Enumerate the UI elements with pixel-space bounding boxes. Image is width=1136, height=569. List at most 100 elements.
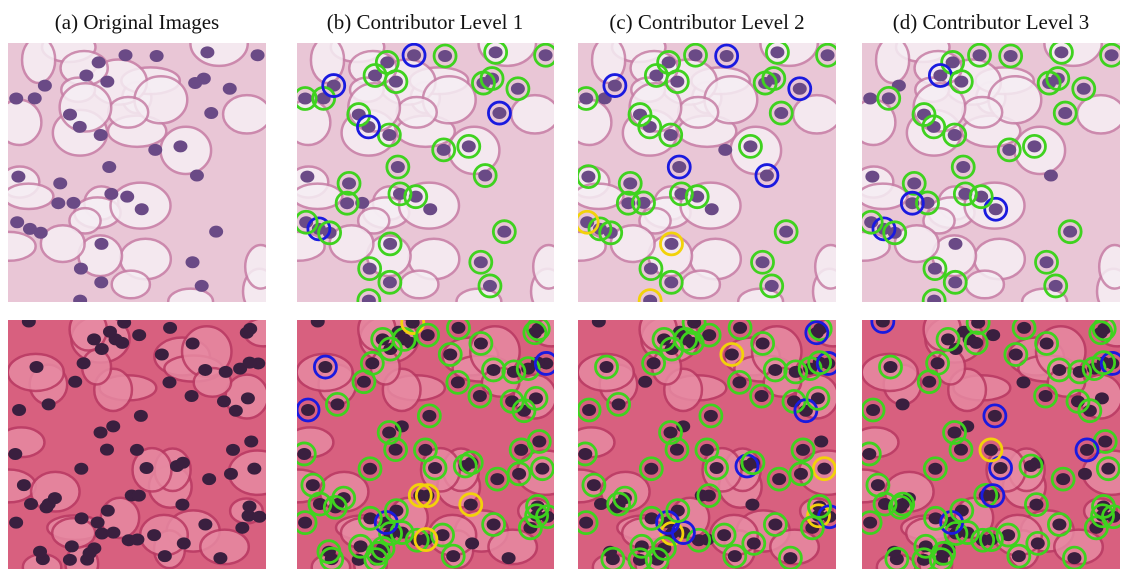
cell [682,271,720,299]
nucleus [352,109,366,121]
nucleus [956,161,970,173]
nucleus [817,463,831,475]
image-panel [271,21,564,315]
nucleus [186,337,200,349]
nucleus [12,404,26,416]
nucleus [638,376,652,388]
nucleus [162,376,176,388]
nucleus [106,420,120,432]
nucleus [579,93,593,105]
nucleus [132,329,146,341]
nucleus [994,462,1008,474]
nucleus [79,69,93,81]
nucleus [94,276,108,288]
nucleus [301,404,315,416]
column-label: (c) Contributor Level 2 [609,10,804,34]
nucleus [487,364,501,376]
nucleus [671,505,685,517]
cell [836,232,890,261]
nucleus [592,316,606,328]
nucleus [68,376,82,388]
nucleus [382,129,396,141]
nucleus [306,479,320,491]
nucleus [407,49,421,61]
cell [895,225,939,262]
nucleus [497,226,511,238]
nucleus [718,144,732,156]
column-label: (b) Contributor Level 1 [327,10,524,34]
nucleus [743,140,757,152]
nucleus [48,492,62,504]
nucleus [204,107,218,119]
nucleus [728,550,742,562]
nucleus [689,49,703,61]
nucleus [251,49,265,61]
nucleus [235,522,249,534]
cell [223,95,271,133]
nucleus [383,238,397,250]
nucleus [100,444,114,456]
cell [41,225,85,262]
nucleus [94,238,108,250]
nucleus [42,398,56,410]
nucleus [53,177,67,189]
nucleus [664,238,678,250]
nucleus [158,550,172,562]
nucleus [150,50,164,62]
nucleus [600,361,614,373]
nucleus [702,490,716,502]
nucleus [608,80,622,92]
nucleus [190,170,204,182]
nucleus [11,171,25,183]
nucleus [512,468,526,480]
nucleus [10,216,24,228]
nucleus [33,546,47,558]
nucleus [389,505,403,517]
nucleus [247,463,261,475]
nucleus [34,227,48,239]
nucleus [130,444,144,456]
nucleus [733,322,747,334]
nucleus [51,197,65,209]
nucleus [492,107,506,119]
nucleus [704,410,718,422]
nucleus [814,435,828,447]
nucleus [66,197,80,209]
nucleus [202,473,216,485]
nucleus [17,479,31,491]
nucleus [794,468,808,480]
nucleus [198,518,212,530]
nucleus [1044,170,1058,182]
nucleus [954,444,968,456]
cell [400,271,438,299]
nucleus [389,444,403,456]
nucleus [186,256,200,268]
cell [533,245,564,289]
nucleus [363,463,377,475]
nucleus [582,404,596,416]
nucleus [1052,518,1066,530]
nucleus [428,462,442,474]
nucleus [793,83,807,95]
nucleus [200,46,214,58]
nucleus [357,376,371,388]
nucleus [391,161,405,173]
nucleus [984,444,998,456]
image-panel [836,21,1130,315]
nucleus [664,276,678,288]
nucleus [986,329,1000,341]
nucleus [948,426,962,438]
nucleus [578,448,592,460]
nucleus [756,256,770,268]
cell [611,225,655,262]
cell [552,232,606,261]
nucleus [796,444,810,456]
nucleus [1101,463,1115,475]
nucleus [862,448,876,460]
nucleus [700,444,714,456]
nucleus [989,203,1003,215]
nucleus [779,226,793,238]
nucleus [1105,49,1119,61]
nucleus [362,295,376,307]
nucleus [487,518,501,530]
